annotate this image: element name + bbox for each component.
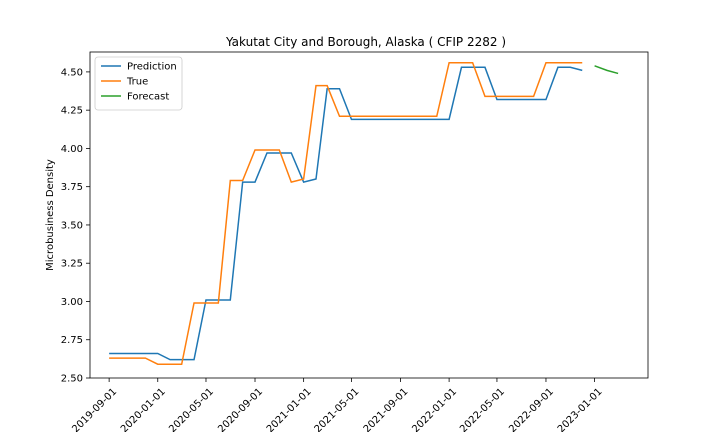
y-tick-label: 3.50	[61, 220, 83, 231]
y-tick-label: 4.50	[61, 67, 83, 78]
series-line-forecast	[594, 65, 619, 75]
legend: Prediction True Forecast	[94, 56, 183, 111]
series-line-prediction	[109, 66, 583, 361]
y-tick-label: 3.25	[61, 259, 83, 270]
y-axis: 2.50 2.75 3.00 3.25 3.50 3.75 4.00 4.25 4.50	[61, 67, 90, 385]
plot-area-frame	[89, 51, 649, 379]
chart-title: Yakutat City and Borough, Alaska ( CFIP …	[225, 35, 506, 49]
y-tick-label: 3.00	[61, 297, 83, 308]
y-tick-label: 2.75	[61, 335, 83, 346]
y-tick-label: 4.25	[61, 106, 83, 117]
legend-label-prediction: Prediction	[127, 62, 177, 73]
legend-label-forecast: Forecast	[127, 92, 169, 103]
legend-label-true: True	[126, 77, 148, 88]
y-tick-label: 2.50	[61, 374, 83, 385]
series-layer	[109, 61, 619, 365]
y-tick-label: 3.75	[61, 182, 83, 193]
y-axis-label: Microbusiness Density	[45, 159, 56, 271]
series-line-true	[109, 61, 583, 365]
y-tick-label: 4.00	[61, 144, 83, 155]
